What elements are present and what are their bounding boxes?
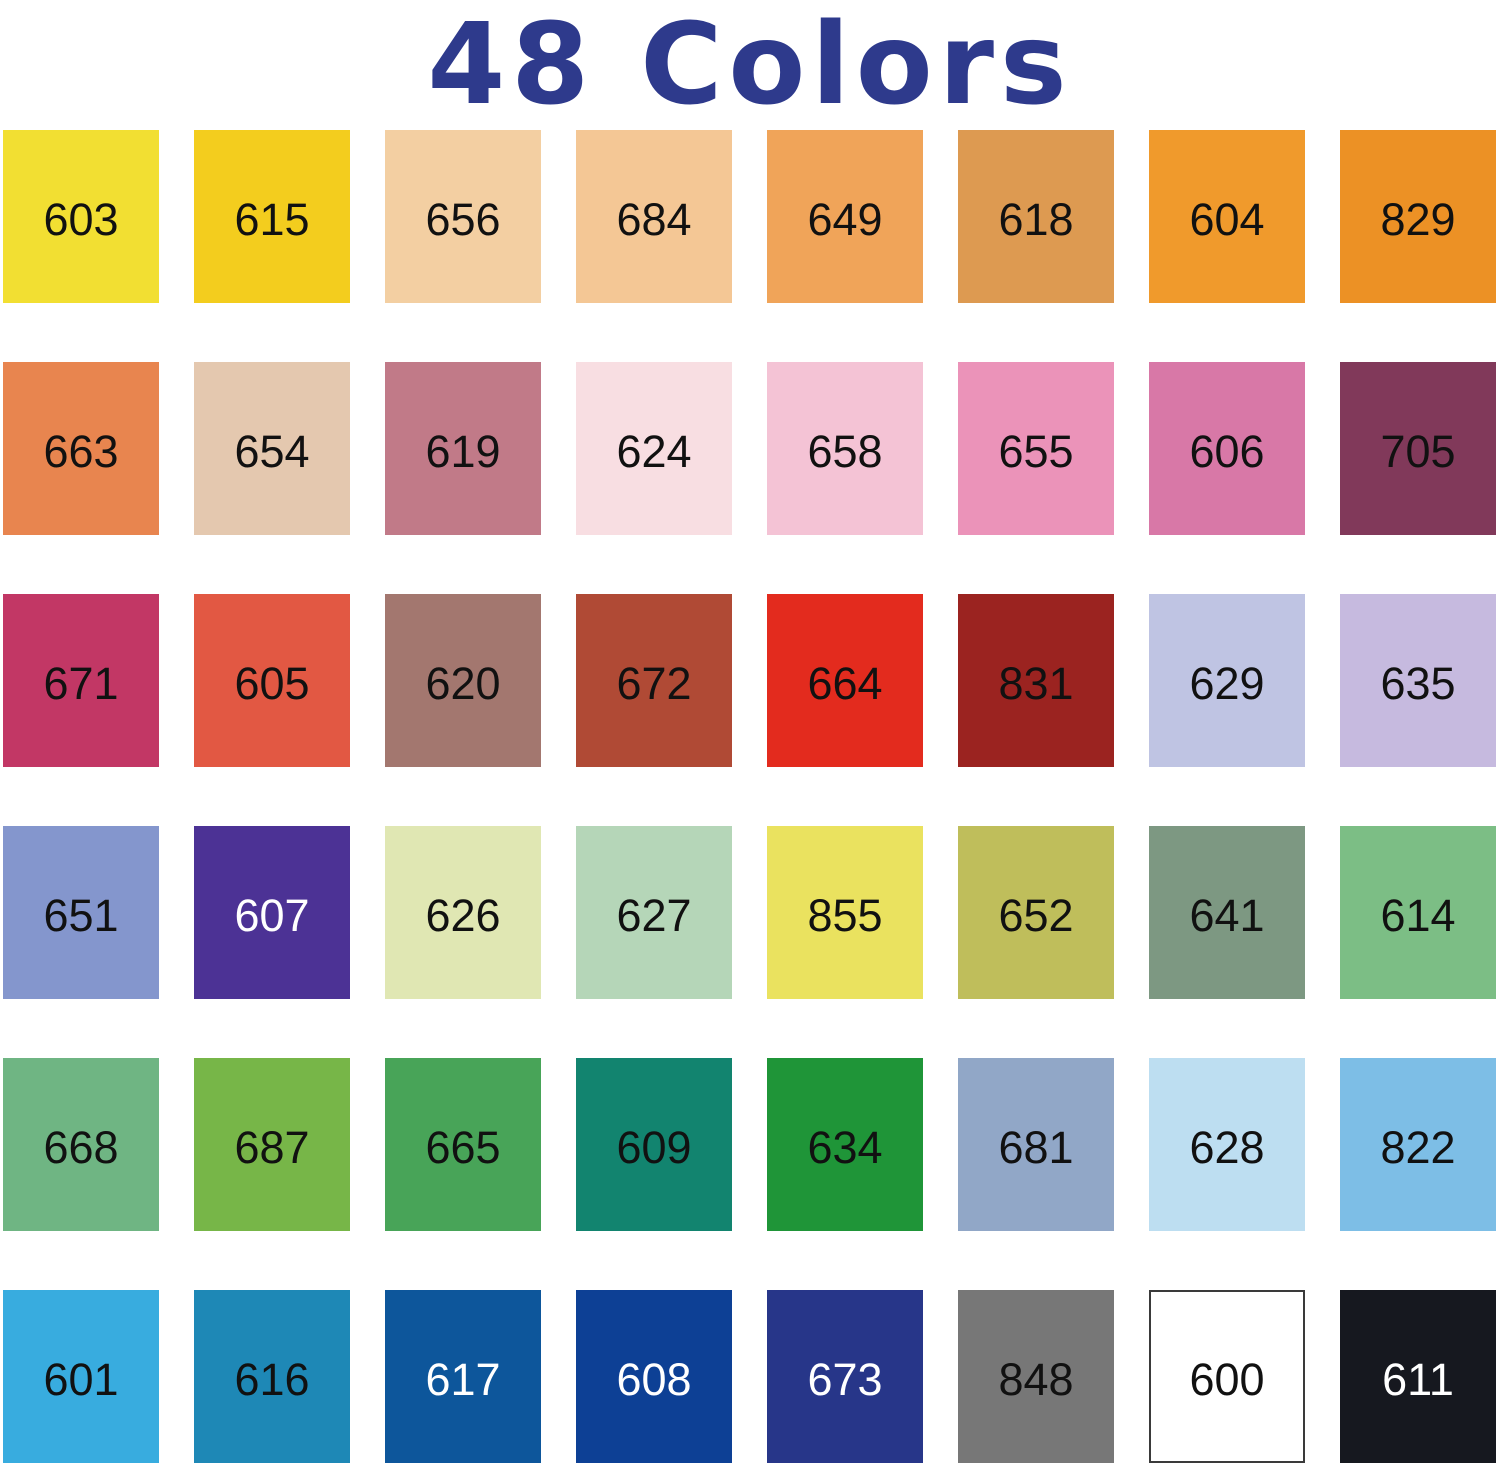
color-swatch-664: 664 [767,594,923,767]
color-swatch-671: 671 [3,594,159,767]
color-swatch-624: 624 [576,362,732,535]
color-number-label: 652 [998,890,1074,941]
color-swatch-617: 617 [385,1290,541,1463]
color-number-label: 634 [807,1122,883,1173]
color-swatch-635: 635 [1340,594,1496,767]
color-number-label: 628 [1189,1122,1265,1173]
color-swatch-656: 656 [385,130,541,303]
color-number-label: 605 [234,658,310,709]
color-swatch-681: 681 [958,1058,1114,1231]
color-swatch-626: 626 [385,826,541,999]
color-swatch-605: 605 [194,594,350,767]
color-swatch-652: 652 [958,826,1114,999]
color-number-label: 671 [43,658,119,709]
color-number-label: 668 [43,1122,119,1173]
color-number-label: 651 [43,890,119,941]
color-number-label: 616 [234,1354,310,1405]
color-swatch-705: 705 [1340,362,1496,535]
color-swatch-634: 634 [767,1058,923,1231]
color-number-label: 624 [616,426,692,477]
color-swatch-grid: 603 615 656 684 649 618 604 829 663 654 619 624 658 6… [0,128,1500,1463]
color-number-label: 600 [1189,1354,1265,1405]
color-swatch-609: 609 [576,1058,732,1231]
color-number-label: 620 [425,658,501,709]
color-swatch-601: 601 [3,1290,159,1463]
color-number-label: 649 [807,194,883,245]
color-number-label: 665 [425,1122,501,1173]
color-number-label: 601 [43,1354,119,1405]
color-number-label: 635 [1380,658,1456,709]
color-swatch-684: 684 [576,130,732,303]
color-number-label: 629 [1189,658,1265,709]
color-swatch-615: 615 [194,130,350,303]
color-number-label: 611 [1382,1354,1454,1405]
color-swatch-603: 603 [3,130,159,303]
color-swatch-673: 673 [767,1290,923,1463]
color-swatch-627: 627 [576,826,732,999]
color-number-label: 855 [807,890,883,941]
color-number-label: 603 [43,194,119,245]
color-number-label: 831 [998,658,1074,709]
color-swatch-629: 629 [1149,594,1305,767]
color-swatch-654: 654 [194,362,350,535]
color-number-label: 656 [425,194,501,245]
color-number-label: 615 [234,194,310,245]
color-number-label: 848 [998,1354,1074,1405]
color-swatch-668: 668 [3,1058,159,1231]
color-swatch-663: 663 [3,362,159,535]
color-swatch-649: 649 [767,130,923,303]
color-number-label: 822 [1380,1122,1456,1173]
color-swatch-848: 848 [958,1290,1114,1463]
color-swatch-607: 607 [194,826,350,999]
color-number-label: 654 [234,426,310,477]
color-swatch-831: 831 [958,594,1114,767]
color-swatch-628: 628 [1149,1058,1305,1231]
color-number-label: 617 [425,1354,501,1405]
color-swatch-687: 687 [194,1058,350,1231]
color-number-label: 681 [998,1122,1074,1173]
color-swatch-604: 604 [1149,130,1305,303]
color-number-label: 606 [1189,426,1265,477]
color-number-label: 673 [807,1354,883,1405]
color-number-label: 609 [616,1122,692,1173]
color-swatch-655: 655 [958,362,1114,535]
color-swatch-829: 829 [1340,130,1496,303]
color-swatch-614: 614 [1340,826,1496,999]
color-swatch-641: 641 [1149,826,1305,999]
color-number-label: 641 [1189,890,1265,941]
color-swatch-672: 672 [576,594,732,767]
color-number-label: 684 [616,194,692,245]
color-number-label: 658 [807,426,883,477]
color-swatch-618: 618 [958,130,1114,303]
page-title: 48 Colors [427,0,1073,130]
color-swatch-619: 619 [385,362,541,535]
color-number-label: 614 [1380,890,1456,941]
color-number-label: 627 [616,890,692,941]
color-number-label: 619 [425,426,501,477]
color-swatch-611: 611 [1340,1290,1496,1463]
color-number-label: 626 [425,890,501,941]
color-number-label: 687 [234,1122,310,1173]
color-number-label: 604 [1189,194,1265,245]
color-number-label: 608 [616,1354,692,1405]
color-number-label: 829 [1380,194,1456,245]
color-number-label: 672 [616,658,692,709]
color-swatch-651: 651 [3,826,159,999]
color-number-label: 607 [234,890,310,941]
color-number-label: 655 [998,426,1074,477]
color-swatch-822: 822 [1340,1058,1496,1231]
color-number-label: 705 [1380,426,1456,477]
color-swatch-616: 616 [194,1290,350,1463]
color-swatch-620: 620 [385,594,541,767]
color-swatch-600: 600 [1149,1290,1305,1463]
color-swatch-855: 855 [767,826,923,999]
color-swatch-665: 665 [385,1058,541,1231]
color-number-label: 664 [807,658,883,709]
color-swatch-608: 608 [576,1290,732,1463]
color-number-label: 618 [998,194,1074,245]
color-swatch-606: 606 [1149,362,1305,535]
color-swatch-658: 658 [767,362,923,535]
color-number-label: 663 [43,426,119,477]
